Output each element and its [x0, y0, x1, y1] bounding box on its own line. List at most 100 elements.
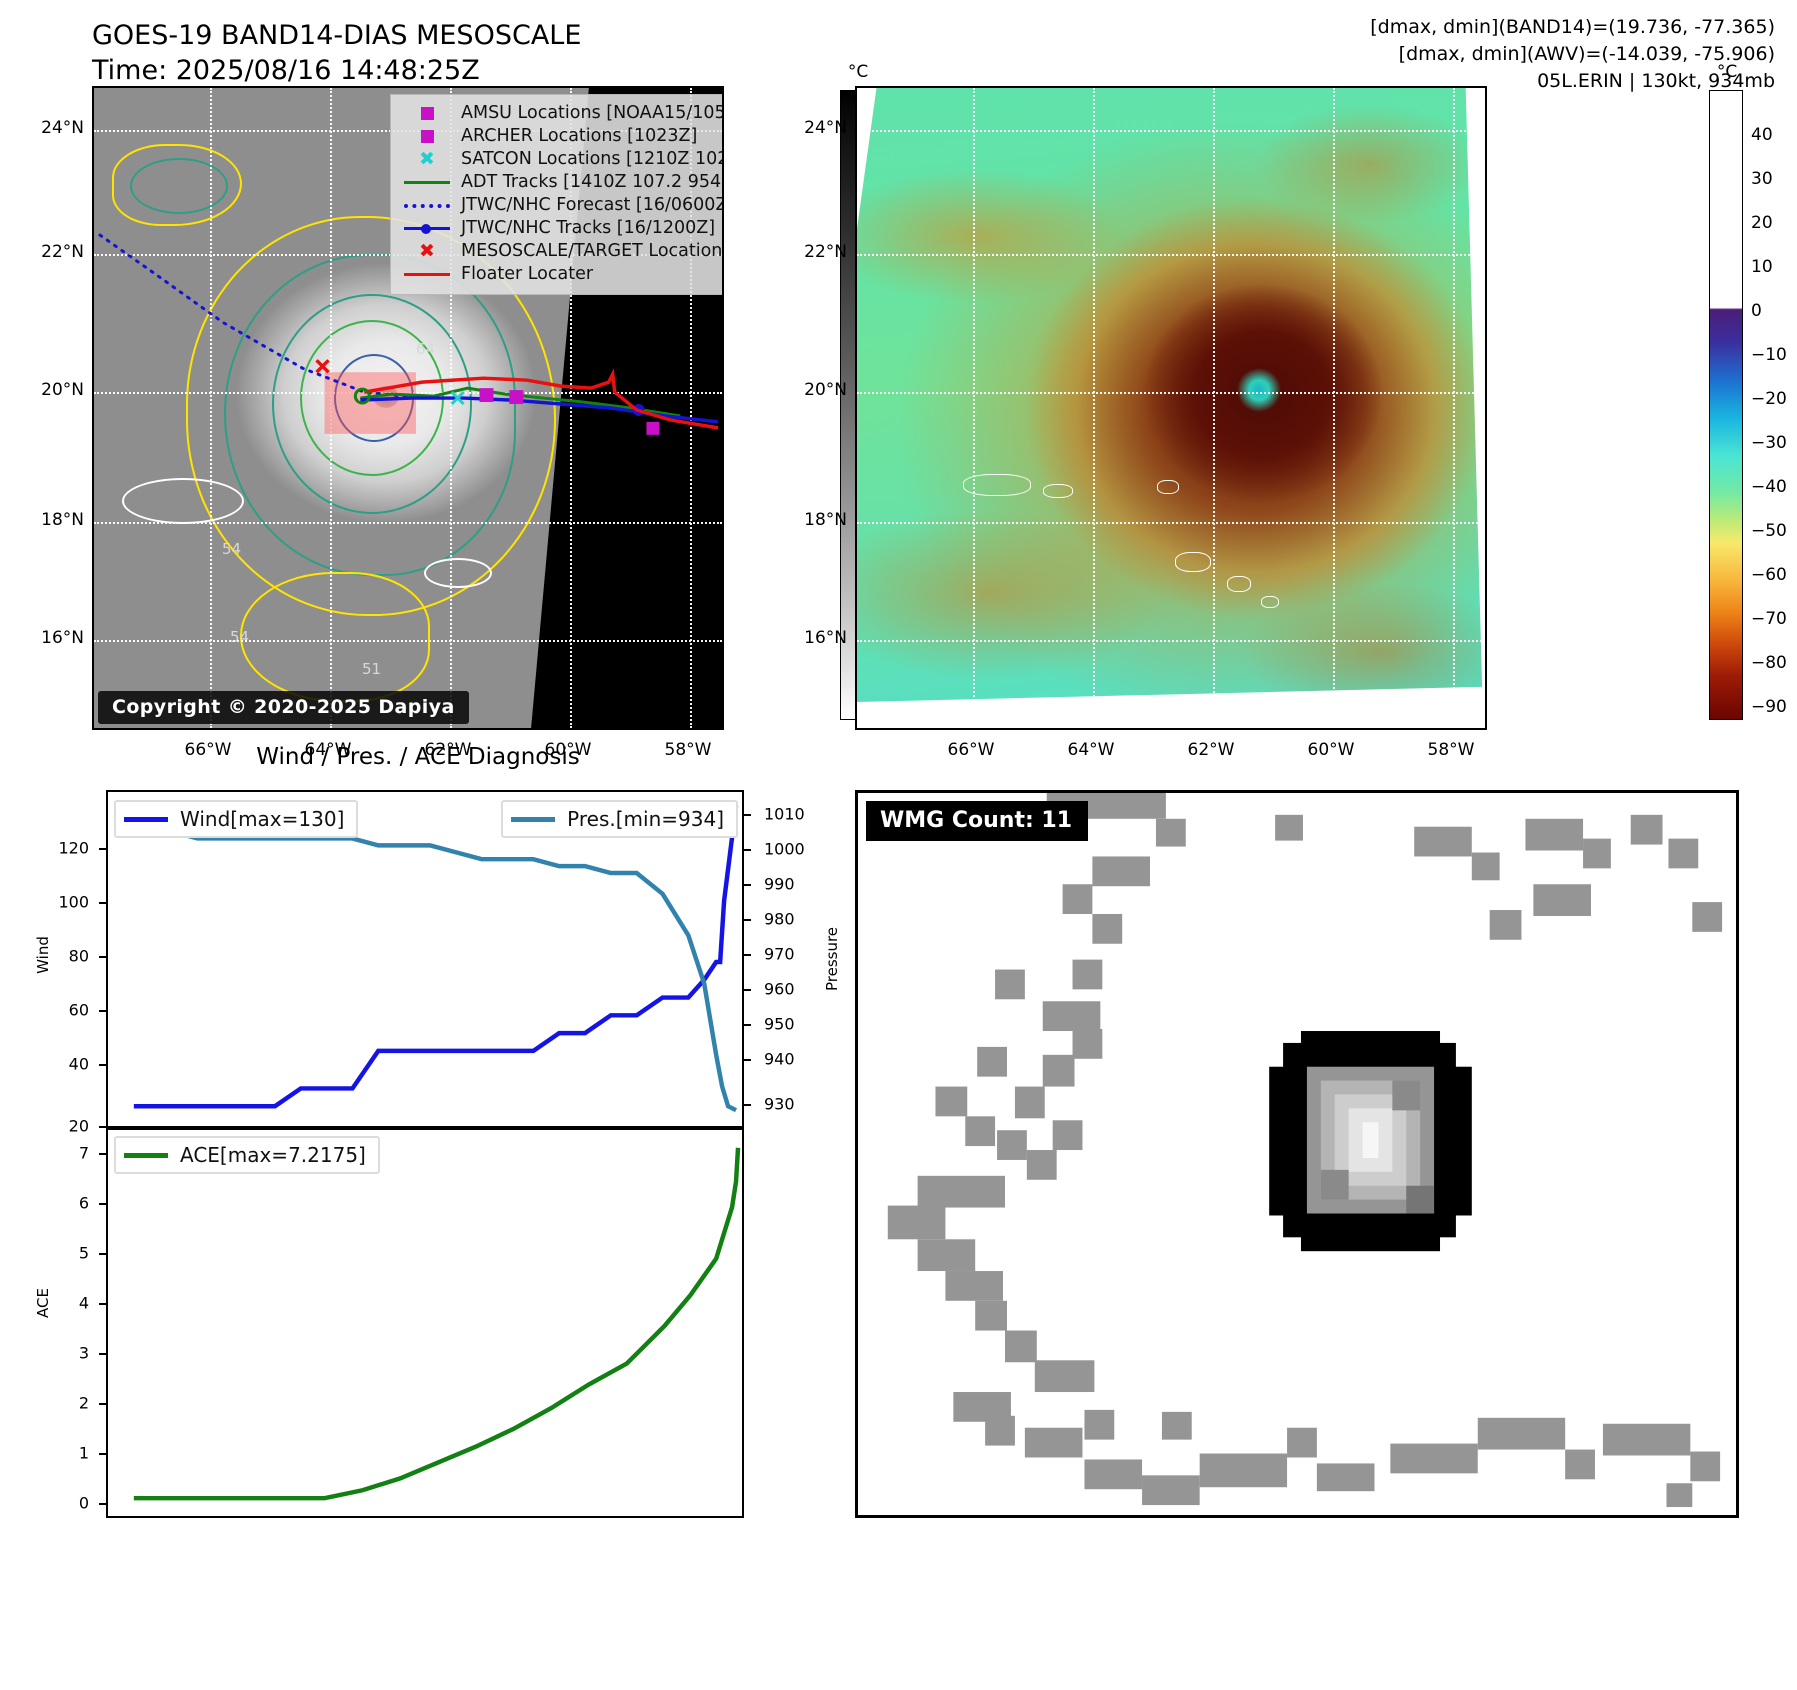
ir-lat-24n: 24°N: [41, 118, 84, 138]
diagnosis-title: Wind / Pres. / ACE Diagnosis: [256, 744, 580, 770]
ir-lat-16n: 16°N: [41, 628, 84, 648]
wind-tick-80: 80: [68, 946, 89, 966]
ir-lat-18n: 18°N: [41, 510, 84, 530]
ace-tick-2: 2: [78, 1393, 89, 1413]
awv-cbar-tick-m80: −80: [1751, 653, 1787, 673]
ace-chart[interactable]: 7 6 5 4 3 2 1 0 ACE[max=7.2175]: [79, 1128, 744, 1518]
legend-row-satcon: ✖ SATCON Locations [1210Z 102 957]: [401, 148, 722, 171]
wmg-count-badge: WMG Count: 11: [866, 801, 1089, 841]
amsu-square-icon: [401, 107, 453, 120]
awv-lon-64w: 64°W: [1067, 740, 1115, 760]
amsu-marker: [479, 388, 494, 403]
ace-tick-1: 1: [78, 1443, 89, 1463]
legend-label-archer: ARCHER Locations [1023Z]: [461, 125, 698, 146]
legend-label-floater: Floater Locater: [461, 263, 594, 284]
wind-tick-60: 60: [68, 1000, 89, 1020]
legend-row-forecast: JTWC/NHC Forecast [16/0600Z]: [401, 194, 724, 217]
pres-tick-950: 950: [764, 1014, 795, 1034]
ir-lon-60w: 60°W: [544, 740, 592, 760]
floater-locater-line: [363, 368, 719, 430]
pressure-legend-label: Pres.[min=934]: [567, 807, 724, 831]
satcon-marker: [450, 391, 465, 406]
ace-tick-0: 0: [78, 1493, 89, 1513]
adt-center-circle: [353, 387, 371, 405]
archer-marker: [509, 390, 524, 405]
wind-tick-20: 20: [68, 1116, 89, 1136]
pres-tick-940: 940: [764, 1049, 795, 1069]
pres-tick-960: 960: [764, 979, 795, 999]
legend-row-mesoscale: ✖ MESOSCALE/TARGET Location: [401, 240, 722, 263]
awv-cbar-tick-30: 30: [1751, 169, 1773, 189]
awv-cbar-tick-m50: −50: [1751, 521, 1787, 541]
floater-line-icon: [401, 273, 453, 276]
wind-legend-label: Wind[max=130]: [180, 807, 345, 831]
ir-colorbar-unit: °C: [847, 62, 869, 82]
satcon-x-icon: ✖: [419, 148, 435, 170]
ir-lon-64w: 64°W: [304, 740, 352, 760]
wmg-panel[interactable]: WMG Count: 11: [855, 790, 1739, 1518]
wmg-gray-cells: [887, 793, 1723, 1508]
awv-colorbar[interactable]: 40 30 20 10 0 −10 −20 −30 −40 −50 −60 −7…: [1709, 90, 1787, 720]
mesoscale-target-box: [324, 372, 416, 434]
ace-legend[interactable]: ACE[max=7.2175]: [114, 1136, 380, 1174]
adt-track: [360, 386, 681, 418]
pres-tick-990: 990: [764, 874, 795, 894]
ir-lon-58w: 58°W: [664, 740, 712, 760]
legend-row-floater: Floater Locater: [401, 263, 722, 286]
archer-square-icon: [401, 130, 453, 143]
ace-legend-swatch: [124, 1152, 168, 1158]
legend-row-amsu: AMSU Locations [NOAA15/1053Z 50 1001]: [401, 102, 722, 125]
wind-pressure-plot-area: [132, 805, 739, 1113]
header-stats: [dmax, dmin](BAND14)=(19.736, -77.365) […: [1370, 14, 1775, 95]
pressure-axis-title: Pressure: [823, 926, 842, 992]
contour-label-54a: 54: [222, 540, 242, 558]
awv-colorbar-unit: °C: [1716, 62, 1738, 82]
awv-lat-24n: 24°N: [804, 118, 847, 138]
awv-lon-58w: 58°W: [1427, 740, 1475, 760]
pressure-series-line: [132, 807, 738, 1113]
stats-storm: 05L.ERIN | 130kt, 934mb: [1537, 69, 1775, 92]
mesoscale-x-icon: ✖: [419, 240, 435, 262]
ir-lat-20n: 20°N: [41, 380, 84, 400]
legend-row-adt: ADT Tracks [1410Z 107.2 954.2]: [401, 171, 722, 194]
awv-cbar-tick-20: 20: [1751, 213, 1773, 233]
awv-lat-18n: 18°N: [804, 510, 847, 530]
legend-label-forecast: JTWC/NHC Forecast [16/0600Z]: [461, 194, 724, 215]
awv-image-panel[interactable]: [855, 86, 1487, 730]
awv-cbar-tick-m70: −70: [1751, 609, 1787, 629]
awv-cloud-field: [857, 88, 1485, 728]
legend-label-tracks: JTWC/NHC Tracks [16/1200Z]: [461, 217, 716, 238]
ir-legend[interactable]: AMSU Locations [NOAA15/1053Z 50 1001] AR…: [390, 94, 724, 295]
awv-cbar-tick-m30: −30: [1751, 433, 1787, 453]
ace-tick-7: 7: [78, 1143, 89, 1163]
awv-cbar-tick-m20: −20: [1751, 389, 1787, 409]
awv-lon-62w: 62°W: [1187, 740, 1235, 760]
wind-legend[interactable]: Wind[max=130]: [114, 800, 359, 838]
awv-cbar-tick-40: 40: [1751, 125, 1773, 145]
stats-band14: [dmax, dmin](BAND14)=(19.736, -77.365): [1370, 16, 1775, 38]
page-title: GOES-19 BAND14-DIAS MESOSCALE Time: 2025…: [92, 18, 581, 88]
ace-series-line: [133, 1147, 741, 1501]
wind-pressure-chart[interactable]: 120 100 80 60 40 20 1010 1000 990 980 97…: [58, 790, 805, 1136]
legend-label-satcon: SATCON Locations [1210Z 102 957]: [461, 148, 722, 169]
awv-cbar-tick-0: 0: [1751, 301, 1762, 321]
awv-lon-66w: 66°W: [947, 740, 995, 760]
pressure-legend-swatch: [511, 816, 556, 822]
title-line-1: GOES-19 BAND14-DIAS MESOSCALE: [92, 20, 582, 51]
stats-awv: [dmax, dmin](AWV)=(-14.039, -75.906): [1398, 42, 1775, 65]
ace-tick-5: 5: [78, 1243, 89, 1263]
wind-legend-swatch: [124, 816, 168, 822]
ace-axis-title: ACE: [33, 1288, 52, 1318]
ace-tick-6: 6: [78, 1193, 89, 1213]
awv-lon-60w: 60°W: [1307, 740, 1355, 760]
ir-lon-62w: 62°W: [424, 740, 472, 760]
wind-tick-40: 40: [68, 1054, 89, 1074]
contour-label-51: 51: [362, 660, 382, 678]
ir-image-panel[interactable]: 64 54 54 51: [92, 86, 724, 730]
awv-cbar-tick-10: 10: [1751, 257, 1773, 277]
wind-tick-120: 120: [58, 838, 89, 858]
contour-label-64: 64: [416, 340, 436, 358]
jtwc-forecast-track: [98, 233, 424, 400]
pressure-legend[interactable]: Pres.[min=934]: [501, 800, 738, 838]
